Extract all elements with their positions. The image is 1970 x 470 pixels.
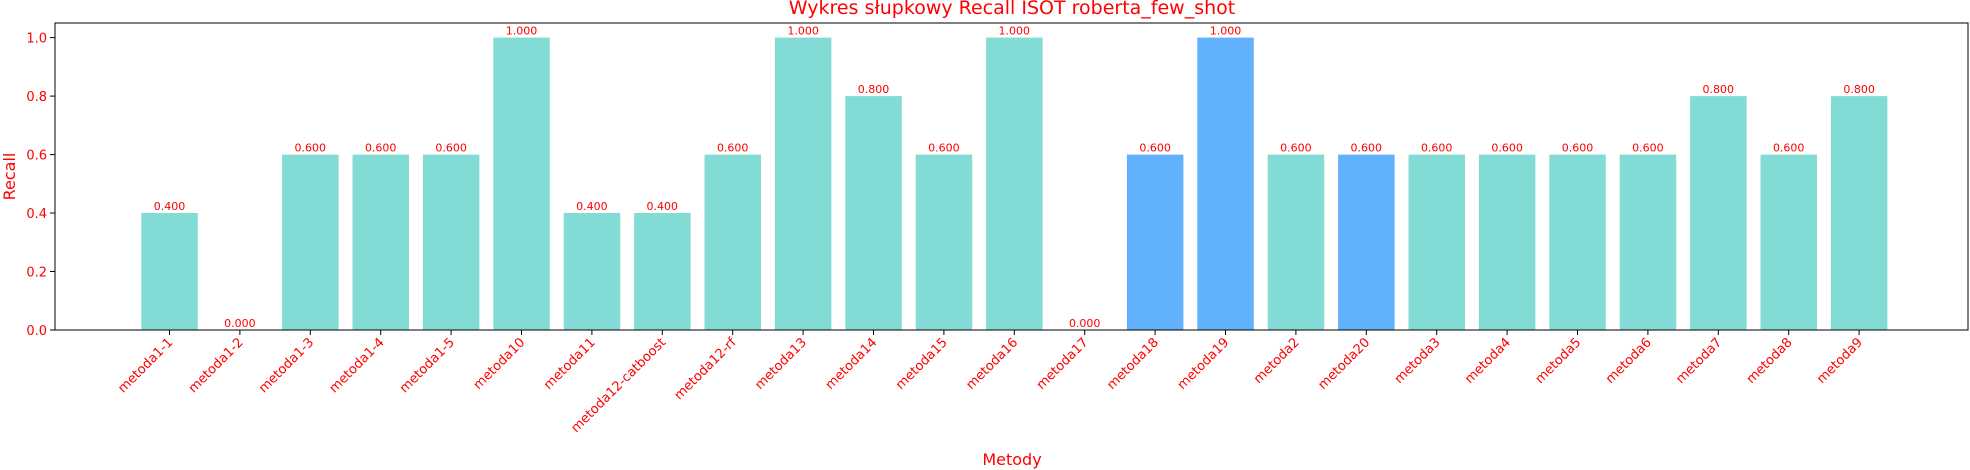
data-label-metoda5: 0.600: [1562, 142, 1594, 155]
bar-metoda2: [1267, 154, 1325, 330]
x-tick-label-metoda1-1: metoda1-1: [115, 335, 176, 396]
bar-metoda18: [1126, 154, 1184, 330]
data-label-metoda15: 0.600: [928, 142, 960, 155]
bar-metoda16: [986, 37, 1043, 330]
data-label-metoda2: 0.600: [1280, 142, 1312, 155]
bar-metoda19: [1197, 37, 1254, 330]
x-tick-label-metoda11: metoda11: [541, 335, 599, 393]
x-tick-label-metoda20: metoda20: [1316, 335, 1374, 393]
bar-metoda10: [493, 37, 550, 330]
data-label-metoda11: 0.400: [576, 200, 608, 213]
bar-metoda15: [915, 154, 973, 330]
data-label-metoda10: 1.000: [506, 25, 538, 38]
x-tick-label-metoda17: metoda17: [1034, 335, 1092, 393]
data-label-metoda16: 1.000: [999, 25, 1031, 38]
x-tick-label-metoda8: metoda8: [1744, 335, 1796, 387]
data-label-metoda19: 1.000: [1210, 25, 1242, 38]
bar-metoda1-3: [282, 154, 339, 330]
bar-metoda20: [1338, 154, 1395, 330]
data-label-metoda7: 0.800: [1703, 83, 1735, 96]
x-tick-label-metoda1-2: metoda1-2: [186, 335, 247, 396]
x-tick-label-metoda7: metoda7: [1673, 335, 1725, 387]
y-axis-label: Recall: [0, 153, 19, 201]
bar-metoda9: [1830, 96, 1888, 330]
bar-metoda14: [845, 96, 902, 330]
bar-metoda7: [1690, 96, 1747, 330]
bar-metoda1-1: [141, 213, 198, 330]
plot-frame: [54, 22, 1969, 331]
x-tick-label-metoda14: metoda14: [823, 335, 881, 393]
data-label-metoda9: 0.800: [1843, 83, 1875, 96]
bar-metoda3: [1408, 154, 1465, 330]
data-label-metoda18: 0.600: [1139, 142, 1171, 155]
bar-metoda5: [1549, 154, 1606, 330]
data-label-metoda20: 0.600: [1351, 142, 1383, 155]
data-label-metoda4: 0.600: [1491, 142, 1523, 155]
data-label-metoda1-5: 0.600: [435, 142, 467, 155]
data-label-metoda1-1: 0.400: [154, 200, 186, 213]
x-tick-label-metoda15: metoda15: [893, 335, 951, 393]
bar-metoda13: [774, 37, 832, 330]
y-tick-label: 0.0: [26, 324, 47, 339]
x-tick-label-metoda2: metoda2: [1251, 335, 1303, 387]
x-tick-label-metoda1-5: metoda1-5: [397, 335, 458, 396]
data-label-metoda6: 0.600: [1632, 142, 1664, 155]
bar-metoda8: [1760, 154, 1817, 330]
x-tick-label-metoda6: metoda6: [1603, 335, 1655, 387]
x-tick-label-metoda5: metoda5: [1533, 335, 1585, 387]
x-tick-label-metoda4: metoda4: [1462, 335, 1514, 387]
y-tick-label: 0.4: [26, 207, 47, 222]
x-tick-label-metoda16: metoda16: [964, 335, 1022, 393]
bar-metoda6: [1619, 154, 1677, 330]
x-tick-label-metoda18: metoda18: [1104, 335, 1162, 393]
x-tick-label-metoda10: metoda10: [471, 335, 529, 393]
bar-metoda12-rf: [704, 154, 761, 330]
bar-metoda12-catboost: [634, 213, 691, 330]
data-label-metoda12-catboost: 0.400: [647, 200, 679, 213]
x-axis-label: Metody: [982, 450, 1041, 469]
data-label-metoda1-3: 0.600: [295, 142, 327, 155]
x-tick-label-metoda13: metoda13: [752, 335, 810, 393]
x-tick-label-metoda9: metoda9: [1814, 335, 1866, 387]
x-tick-label-metoda3: metoda3: [1392, 335, 1444, 387]
chart-title: Wykres słupkowy Recall ISOT roberta_few_…: [789, 0, 1236, 19]
data-label-metoda8: 0.600: [1773, 142, 1805, 155]
bar-metoda1-5: [422, 154, 480, 330]
data-label-metoda1-2: 0.000: [224, 317, 256, 330]
data-label-metoda13: 1.000: [787, 25, 819, 38]
bar-metoda1-4: [352, 154, 409, 330]
x-tick-label-metoda1-3: metoda1-3: [256, 335, 317, 396]
y-tick-label: 0.2: [26, 266, 47, 281]
data-label-metoda14: 0.800: [858, 83, 890, 96]
y-tick-label: 0.8: [26, 90, 47, 105]
data-label-metoda12-rf: 0.600: [717, 142, 749, 155]
data-label-metoda17: 0.000: [1069, 317, 1101, 330]
x-tick-label-metoda12-rf: metoda12-rf: [672, 335, 740, 403]
y-tick-label: 0.6: [26, 149, 47, 164]
data-label-metoda1-4: 0.600: [365, 142, 397, 155]
x-tick-label-metoda19: metoda19: [1175, 335, 1233, 393]
plot-area: 0.400 metoda1-1 0.000 metoda1-2 0.600 metoda1…: [26, 22, 1969, 436]
data-label-metoda3: 0.600: [1421, 142, 1453, 155]
bar-metoda4: [1478, 154, 1536, 330]
y-tick-label: 1.0: [26, 32, 47, 47]
x-tick-label-metoda1-4: metoda1-4: [327, 335, 388, 396]
bar-metoda11: [563, 213, 621, 330]
